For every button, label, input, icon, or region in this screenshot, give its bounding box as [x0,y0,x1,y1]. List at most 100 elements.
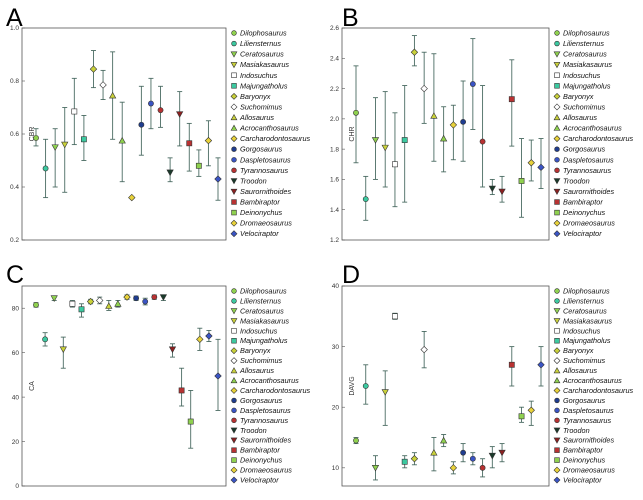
plot-frame [341,285,550,487]
legend-label: Velociraptor [563,476,602,485]
legend-label: Acrocanthosaurus [562,124,622,133]
data-point [78,306,85,313]
plot-frame [21,27,227,241]
data-point [133,295,139,302]
legend-label: Deinonychus [240,208,283,217]
data-point [42,165,49,172]
data-point [381,389,389,396]
legend-label: Bambiraptor [563,446,603,455]
legend-marker [554,40,560,47]
legend-marker [553,219,561,227]
data-point [166,169,174,177]
legend-label: Liliensternus [563,39,604,48]
data-point [118,136,126,144]
legend-label: Masiakasaurus [240,316,289,325]
legend-label: Ceratosaurus [240,50,284,59]
legend-label: Indosuchus [240,71,278,80]
data-point [401,137,408,143]
legend-marker [554,328,560,334]
legend-marker [231,72,237,78]
legend-label: Deinonychus [240,456,283,465]
legend-marker [554,397,560,404]
legend-marker [553,466,561,474]
data-point [498,449,506,457]
legend-marker [230,188,238,195]
legend-marker [231,209,237,216]
legend-label: Carcharodontosaurus [240,386,311,395]
data-point [123,293,131,301]
data-point [33,135,39,141]
data-point [498,188,506,196]
legend-marker [554,407,560,414]
legend-marker [553,308,561,315]
legend-label: Masiakasaurus [563,316,612,325]
legend-label: Dromaeosaurus [240,219,292,228]
legend-label: Baryonyx [240,92,271,101]
data-point [362,196,369,203]
legend-label: Saurornithoides [563,187,614,196]
legend-label: Troodon [240,426,267,435]
y-tick-label: 1.8 [330,146,339,153]
data-point [195,162,202,169]
data-point [460,118,467,125]
legend-label: Masiakasaurus [563,60,612,69]
legend-marker [554,83,560,89]
legend-marker [231,288,237,294]
legend-label: Tyrannosaurus [240,166,288,175]
legend-label: Baryonyx [563,92,594,101]
legend-label: Ceratosaurus [563,306,607,315]
data-point [401,458,408,465]
legend-marker [553,476,561,484]
y-tick-label: 0.2 [10,237,19,244]
legend-marker [230,230,238,238]
y-tick-label: 60 [12,350,20,357]
legend-marker [231,30,237,36]
legend-marker [230,308,238,315]
data-point [89,65,98,73]
legend-label: Saurornithoides [563,436,614,445]
legend-label: Dilophosaurus [240,287,287,296]
data-point [371,465,380,472]
legend-label: Suchomimus [563,356,606,365]
y-tick-label: 0.8 [10,78,19,85]
legend-label: Baryonyx [563,346,594,355]
panel-letter: B [342,4,359,32]
legend-marker [553,114,561,121]
data-point [71,108,78,115]
legend-label: Deinonychus [563,208,606,217]
y-axis-label: DAVG [349,376,356,395]
data-point [392,313,398,320]
chart-panels: A0.20.40.60.81.0CBRDilophosaurusLilienst… [6,4,634,490]
legend-marker [553,367,561,374]
legend-label: Dilophosaurus [563,287,610,296]
data-point [430,448,438,456]
data-point [61,141,69,149]
legend-marker [231,407,237,414]
legend-label: Ceratosaurus [240,306,284,315]
legend-marker [230,62,238,69]
data-point [469,81,476,87]
data-point [157,107,164,114]
legend-marker [230,103,238,111]
legend-label: Acrocanthosaurus [239,376,299,385]
legend-marker [553,347,561,355]
legend-marker [230,51,238,58]
legend-marker [554,167,560,174]
data-point [392,161,398,168]
y-tick-label: 40 [12,394,20,401]
data-point [469,455,476,462]
legend-label: Dilophosaurus [240,29,287,38]
legend-marker [231,83,237,89]
legend-label: Tyrannosaurus [563,416,611,425]
data-point [50,295,58,302]
legend-label: Allosaurus [239,366,274,375]
data-point [527,406,535,414]
data-point [527,159,535,167]
legend-label: Tyrannosaurus [563,166,611,175]
data-point [59,346,67,354]
data-point [353,109,359,116]
data-point [362,383,369,389]
legend-label: Velociraptor [240,229,279,238]
data-point [51,144,59,151]
legend-label: Gorgosaurus [240,396,283,405]
